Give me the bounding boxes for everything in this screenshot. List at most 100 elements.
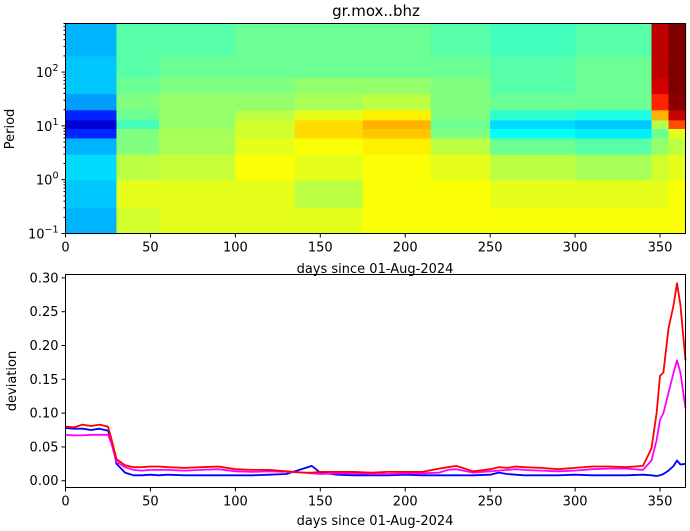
heatmap-cell — [65, 179, 118, 209]
line-x-tick-label: 100 — [223, 495, 248, 510]
heatmap-cell — [158, 179, 236, 209]
heatmap-cell — [235, 207, 296, 235]
heatmap-cell — [65, 93, 118, 111]
heatmap-cell — [490, 154, 576, 181]
heatmap-cell — [65, 109, 118, 121]
line-y-tick-label: 0.30 — [30, 271, 59, 286]
heatmap-cell — [490, 93, 576, 111]
heatmap-cell — [235, 109, 296, 121]
heatmap-cell — [490, 77, 576, 95]
heatmap-cell — [651, 23, 670, 57]
heatmap-cell — [65, 23, 118, 57]
line-x-tick-label: 150 — [308, 495, 333, 510]
heatmap-cell — [430, 109, 491, 121]
heatmap-cell — [116, 55, 160, 78]
heatmap-cell — [430, 119, 491, 129]
heatmap-cell — [362, 109, 432, 121]
heatmap-cell — [575, 179, 653, 209]
heatmap-cell — [235, 128, 296, 139]
heatmap-cell — [294, 154, 364, 181]
heatmap-cell — [651, 128, 670, 139]
heatmap-x-tick-label: 50 — [142, 241, 159, 256]
heatmap-y-axis-label: Period — [3, 109, 18, 150]
line-x-tick-label: 250 — [478, 495, 503, 510]
heatmap-y-ticks: 10−1 100 101 102 — [28, 23, 66, 243]
heatmap-x-tick-label: 200 — [393, 241, 418, 256]
heatmap-cell — [294, 207, 364, 235]
heatmap-cell — [668, 109, 687, 121]
heatmap-cell — [65, 128, 118, 139]
line-series-3 — [65, 282, 687, 474]
heatmap-cells — [65, 23, 687, 235]
heatmap-x-tick-label: 250 — [478, 241, 503, 256]
heatmap-cell — [668, 207, 687, 235]
heatmap-y-tick-label: 100 — [36, 171, 59, 189]
line-x-axis-label: days since 01-Aug-2024 — [297, 514, 454, 529]
heatmap-cell — [158, 93, 236, 111]
heatmap-cell — [158, 154, 236, 181]
heatmap-cell — [668, 119, 687, 129]
heatmap-cell — [65, 207, 118, 235]
heatmap-cell — [362, 154, 432, 181]
line-y-tick-label: 0.00 — [30, 474, 59, 489]
heatmap-cell — [430, 179, 491, 209]
heatmap-cell — [430, 128, 491, 139]
heatmap-cell — [651, 137, 670, 155]
heatmap-cell — [116, 109, 160, 121]
heatmap-cell — [158, 23, 236, 57]
heatmap-cell — [158, 137, 236, 155]
line-y-tick-label: 0.05 — [30, 440, 59, 455]
heatmap-cell — [294, 137, 364, 155]
line-series-2 — [65, 359, 687, 475]
heatmap-cell — [430, 77, 491, 95]
line-x-tick-label: 300 — [563, 495, 588, 510]
heatmap-cell — [362, 119, 432, 129]
heatmap-cell — [294, 93, 364, 111]
heatmap-cell — [651, 77, 670, 95]
heatmap-cell — [430, 137, 491, 155]
heatmap-cell — [116, 154, 160, 181]
heatmap-cell — [362, 93, 432, 111]
line-x-ticks: 0 50 100 150 200 250 300 350 — [61, 487, 672, 510]
heatmap-cell — [575, 119, 653, 129]
line-x-tick-label: 0 — [61, 495, 69, 510]
heatmap-cell — [235, 93, 296, 111]
heatmap-cell — [575, 93, 653, 111]
heatmap-cell — [158, 109, 236, 121]
heatmap-cell — [116, 119, 160, 129]
heatmap-cell — [490, 55, 576, 78]
heatmap-cell — [490, 23, 576, 57]
heatmap-cell — [668, 137, 687, 155]
heatmap-cell — [116, 137, 160, 155]
heatmap-x-axis-label: days since 01-Aug-2024 — [297, 262, 454, 277]
heatmap-cell — [668, 128, 687, 139]
heatmap-cell — [490, 109, 576, 121]
heatmap-cell — [158, 119, 236, 129]
heatmap-x-ticks: 0 50 100 150 200 250 300 350 — [61, 233, 672, 256]
heatmap-cell — [235, 119, 296, 129]
heatmap-cell — [116, 23, 160, 57]
heatmap-cell — [668, 23, 687, 57]
heatmap-cell — [116, 77, 160, 95]
heatmap-cell — [490, 119, 576, 129]
heatmap-cell — [490, 128, 576, 139]
heatmap-cell — [235, 154, 296, 181]
heatmap-cell — [490, 137, 576, 155]
heatmap-cell — [362, 77, 432, 95]
heatmap-cell — [575, 207, 653, 235]
line-y-tick-label: 0.10 — [30, 407, 59, 422]
heatmap-cell — [116, 207, 160, 235]
line-x-tick-label: 200 — [393, 495, 418, 510]
line-y-tick-label: 0.20 — [30, 339, 59, 354]
heatmap-cell — [575, 154, 653, 181]
heatmap-title: gr.mox..bhz — [332, 2, 420, 20]
heatmap-cell — [430, 93, 491, 111]
line-y-tick-label: 0.15 — [30, 373, 59, 388]
heatmap-cell — [575, 128, 653, 139]
heatmap-cell — [158, 128, 236, 139]
heatmap-cell — [430, 55, 491, 78]
heatmap-cell — [651, 207, 670, 235]
heatmap-cell — [116, 128, 160, 139]
heatmap-cell — [651, 119, 670, 129]
